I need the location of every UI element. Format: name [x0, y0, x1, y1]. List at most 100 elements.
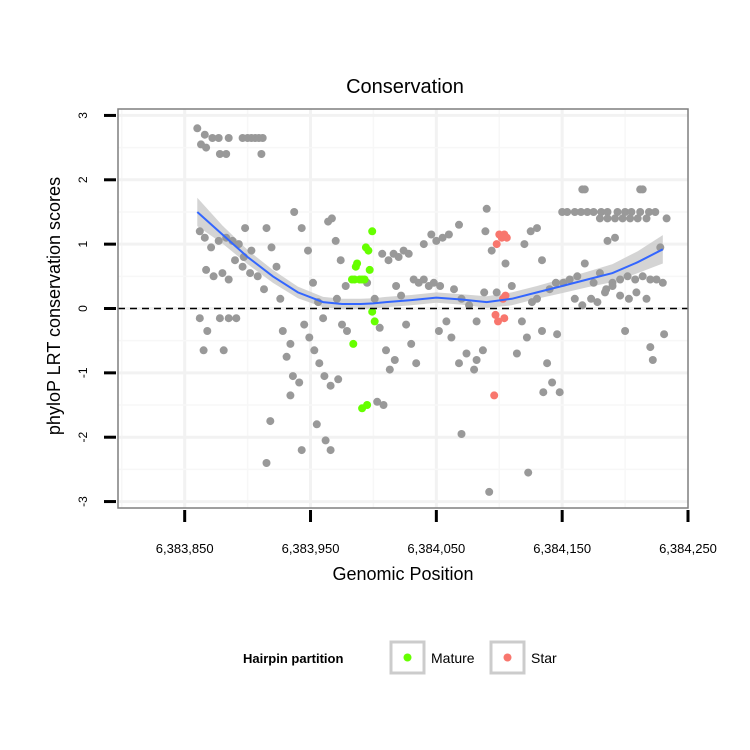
data-point [478, 346, 487, 355]
data-point [538, 256, 546, 265]
legend-item-star: Star [489, 640, 557, 675]
data-point [648, 356, 657, 364]
data-point [427, 230, 436, 239]
data-point [231, 256, 239, 265]
data-point [336, 256, 345, 265]
mature-point [363, 401, 372, 409]
data-point [538, 327, 546, 335]
data-point [603, 236, 612, 245]
data-point [611, 233, 619, 242]
legend-item-mature: Mature [389, 640, 475, 675]
data-point [338, 320, 346, 329]
data-point [589, 208, 598, 216]
data-point [267, 243, 276, 252]
data-point [442, 317, 451, 326]
data-point [262, 459, 271, 467]
mature-point [365, 265, 374, 274]
x-tick-label: 6,383,950 [282, 541, 340, 556]
mature-point [353, 259, 362, 268]
data-point [462, 349, 471, 358]
star-point [501, 291, 510, 300]
data-point [246, 269, 255, 278]
y-tick-label: -3 [76, 496, 90, 507]
y-axis: -3 -2 -1 0 1 2 3 [76, 112, 116, 507]
data-point [404, 249, 413, 258]
data-point [312, 420, 321, 429]
data-point [276, 294, 285, 303]
data-point [331, 236, 340, 245]
data-point [222, 150, 231, 158]
data-point [472, 356, 481, 364]
data-point [199, 346, 208, 355]
data-point [507, 282, 516, 290]
data-point [438, 233, 447, 242]
mature-point [370, 317, 379, 326]
mature-point [368, 227, 377, 236]
data-point [332, 294, 341, 303]
data-point [589, 278, 598, 287]
data-point [320, 372, 329, 381]
data-point [384, 256, 393, 265]
data-point [658, 278, 667, 287]
data-point [315, 359, 324, 368]
data-point [636, 208, 645, 216]
y-tick-label: 1 [76, 240, 90, 247]
data-point [247, 246, 256, 255]
data-point [570, 208, 579, 216]
data-point [646, 275, 655, 284]
y-axis-label: phyloP LRT conservation scores [44, 177, 64, 435]
data-point [208, 134, 217, 142]
y-tick-label: -2 [76, 432, 90, 443]
x-tick-label: 6,384,050 [407, 541, 465, 556]
data-point [214, 236, 223, 245]
data-point [272, 262, 281, 271]
data-point [319, 314, 328, 323]
data-point [257, 150, 266, 158]
data-point [305, 333, 314, 342]
data-point [638, 272, 647, 281]
data-point [200, 233, 209, 242]
data-point [202, 143, 211, 152]
data-point [214, 134, 223, 142]
data-point [203, 327, 212, 335]
data-point [297, 224, 306, 233]
data-point [520, 240, 529, 249]
data-point [593, 298, 602, 307]
data-point [434, 327, 443, 335]
data-point [334, 375, 343, 384]
data-point [583, 208, 592, 216]
legend-dot-mature [403, 653, 412, 662]
y-tick-label: 3 [76, 112, 90, 119]
data-point [385, 365, 394, 374]
data-point [402, 320, 411, 329]
x-tick-label: 6,383,850 [156, 541, 214, 556]
series-star [490, 230, 511, 400]
chart-title: Conservation [346, 76, 464, 98]
data-point [326, 381, 335, 390]
data-point [618, 214, 627, 223]
data-point [262, 224, 271, 233]
data-point [327, 214, 336, 223]
data-point [224, 134, 233, 142]
data-point [470, 365, 479, 374]
data-point [517, 317, 526, 326]
data-point [321, 436, 330, 445]
mature-point [360, 275, 369, 284]
data-point [219, 346, 228, 355]
series-other [193, 124, 671, 496]
data-point [551, 278, 560, 287]
data-point [580, 185, 589, 194]
data-point [578, 301, 587, 310]
data-points [193, 124, 671, 496]
data-point [480, 288, 489, 297]
data-point [621, 327, 630, 335]
data-point [224, 275, 233, 284]
data-point [419, 275, 428, 284]
data-point [645, 208, 653, 216]
data-point [195, 227, 204, 236]
data-point [632, 288, 641, 297]
data-point [587, 294, 596, 303]
data-point [193, 124, 202, 133]
data-point [616, 275, 625, 284]
